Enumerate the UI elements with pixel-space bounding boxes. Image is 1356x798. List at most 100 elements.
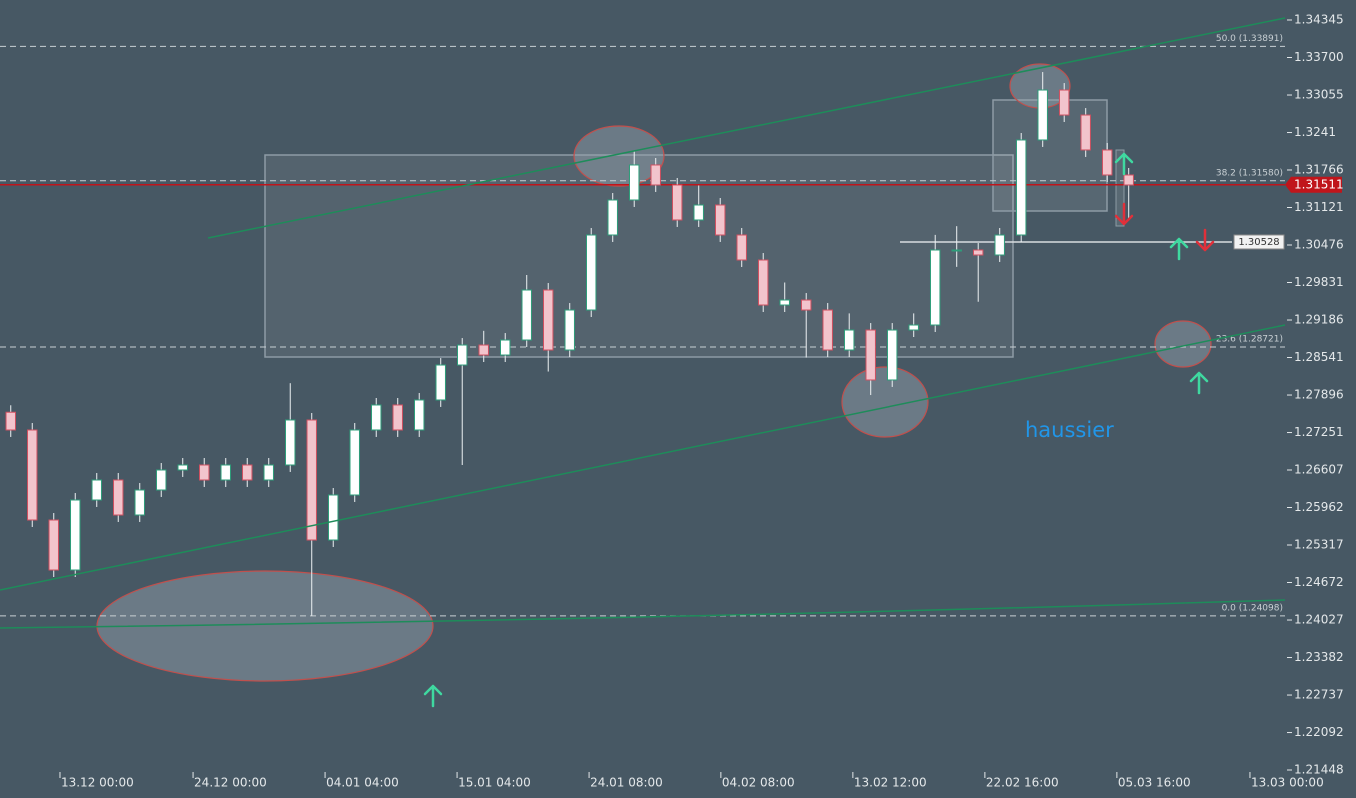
- candle-body: [1123, 174, 1134, 186]
- x-tick-label: 24.12 00:00: [194, 776, 267, 790]
- candle-body: [800, 299, 812, 311]
- candle-body: [994, 234, 1005, 256]
- candle-body: [5, 411, 16, 431]
- y-tick-label: 1.25317: [1294, 538, 1344, 552]
- up-arrow: [1114, 152, 1134, 176]
- y-tick-label: 1.21448: [1294, 763, 1344, 777]
- y-tick-label: 1.30476: [1294, 237, 1344, 251]
- candle-body: [285, 419, 296, 466]
- level-value: 1.30528: [1238, 237, 1279, 248]
- y-tick-label: 1.28541: [1294, 350, 1344, 364]
- up-arrow: [423, 684, 443, 708]
- y-tick-label: 1.33055: [1294, 88, 1344, 102]
- y-tick-label: 1.31766: [1294, 162, 1344, 176]
- candle-body: [822, 309, 833, 351]
- x-tick-label: 04.01 04:00: [326, 776, 399, 790]
- candle-body: [134, 489, 145, 516]
- down-arrow: [1195, 228, 1215, 252]
- y-tick-label: 1.27251: [1294, 425, 1344, 439]
- candle-body: [1058, 89, 1070, 116]
- candle-body: [113, 479, 124, 516]
- y-tick-label: 1.33700: [1294, 50, 1344, 64]
- x-tick-label: 13.03 00:00: [1251, 776, 1324, 790]
- candle-body: [371, 404, 382, 431]
- candle-body: [650, 164, 661, 186]
- candle-body: [328, 494, 339, 541]
- fib-label: 50.0 (1.33891): [1216, 34, 1283, 44]
- up-arrow: [1169, 237, 1189, 261]
- candle-body: [48, 519, 59, 571]
- candle-body: [177, 464, 188, 471]
- candle-body: [628, 164, 640, 201]
- annotation: haussier: [1025, 418, 1114, 442]
- zone-ellipse: [1154, 320, 1212, 368]
- candle-body: [736, 234, 747, 261]
- x-tick-label: 24.01 08:00: [590, 776, 663, 790]
- x-tick-label: 13.12 00:00: [61, 776, 134, 790]
- candle-body: [607, 199, 618, 236]
- candle-body: [414, 399, 425, 431]
- candle-body: [435, 364, 446, 401]
- x-tick-label: 13.02 12:00: [854, 776, 927, 790]
- candle-body: [478, 344, 489, 356]
- range-box: [1115, 149, 1125, 227]
- candle-body: [542, 289, 554, 351]
- y-tick-label: 1.34345: [1294, 13, 1344, 27]
- candle-body: [499, 339, 511, 356]
- price-value: 1.31511: [1294, 177, 1344, 191]
- y-tick-label: 1.22737: [1294, 688, 1344, 702]
- candle-body: [972, 249, 984, 256]
- y-tick-label: 1.27896: [1294, 388, 1344, 402]
- candle-body: [886, 329, 898, 381]
- y-tick-label: 1.24027: [1294, 613, 1344, 627]
- candle-body: [263, 464, 274, 481]
- candle-body: [199, 464, 210, 481]
- y-tick-label: 1.31121: [1294, 200, 1344, 214]
- candles: [5, 72, 1134, 616]
- down-arrow: [1114, 202, 1134, 226]
- candle-body: [585, 234, 597, 311]
- zone-ellipse: [841, 366, 929, 438]
- fib-label: 38.2 (1.31580): [1216, 168, 1283, 178]
- x-tick-label: 04.02 08:00: [722, 776, 795, 790]
- fib-label: 23.6 (1.28721): [1216, 335, 1283, 345]
- candle-body: [91, 479, 102, 501]
- candle-body: [843, 329, 855, 351]
- x-tick-label: 22.02 16:00: [986, 776, 1059, 790]
- candle-body: [908, 324, 919, 331]
- axes: 1.34345 1.33700 1.33055 1.3241 1.31766 1.3112…: [59, 13, 1344, 790]
- candle-body: [457, 344, 468, 366]
- x-tick-label: 05.03 16:00: [1118, 776, 1191, 790]
- fib-label: 0.0 (1.24098): [1222, 603, 1283, 613]
- candle-body: [693, 204, 704, 221]
- y-tick-label: 1.23382: [1294, 650, 1344, 664]
- y-tick-label: 1.29186: [1294, 313, 1344, 327]
- candle-body: [671, 184, 683, 221]
- price-badge: [1285, 176, 1342, 193]
- candle-body: [951, 249, 962, 252]
- candle-body: [1037, 89, 1048, 141]
- candle-body: [564, 309, 575, 351]
- candle-body: [521, 289, 532, 341]
- candle-body: [70, 499, 81, 571]
- y-tick-label: 1.29831: [1294, 275, 1344, 289]
- candle-body: [779, 299, 790, 306]
- y-tick-label: 1.3241: [1294, 125, 1336, 139]
- y-tick-label: 1.22092: [1294, 725, 1344, 739]
- zone-ellipse: [573, 125, 665, 187]
- candle-body: [1080, 114, 1091, 151]
- levels: 50.0 (1.33891) 38.2 (1.31580) 23.6 (1.2872…: [0, 34, 1285, 617]
- trend-line: [0, 599, 1286, 629]
- y-tick-label: 1.26607: [1294, 462, 1344, 476]
- trend-line: [207, 17, 1286, 239]
- candle-body: [156, 469, 167, 491]
- candle-body: [27, 429, 38, 521]
- candle-body: [714, 204, 726, 236]
- candle-body: [349, 429, 360, 496]
- candle-body: [865, 329, 876, 381]
- candle-body: [392, 404, 403, 431]
- candle-body: [1015, 139, 1027, 236]
- level-badge: [1233, 234, 1285, 250]
